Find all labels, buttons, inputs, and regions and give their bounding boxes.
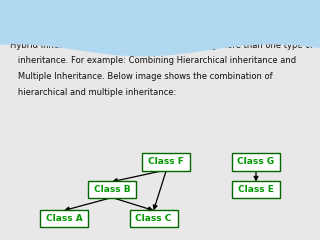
Text: Class B: Class B [94, 185, 130, 194]
Text: Class C: Class C [135, 214, 172, 223]
FancyBboxPatch shape [130, 210, 178, 227]
Text: 5 Hybrid (Virtual) Inheritance:: 5 Hybrid (Virtual) Inheritance: [10, 7, 235, 20]
Text: Class E: Class E [238, 185, 274, 194]
FancyBboxPatch shape [142, 153, 190, 171]
Text: Class G: Class G [237, 157, 275, 167]
FancyBboxPatch shape [88, 181, 136, 198]
Text: hierarchical and multiple inheritance:: hierarchical and multiple inheritance: [10, 88, 176, 96]
FancyBboxPatch shape [232, 153, 280, 171]
Text: Class F: Class F [148, 157, 184, 167]
FancyBboxPatch shape [40, 210, 88, 227]
Text: Multiple Inheritance. Below image shows the combination of: Multiple Inheritance. Below image shows … [10, 72, 272, 81]
Text: Hybrid Inheritance is implemented by combining more than one type of: Hybrid Inheritance is implemented by com… [10, 41, 313, 50]
Text: inheritance. For example: Combining Hierarchical inheritance and: inheritance. For example: Combining Hier… [10, 56, 296, 66]
Text: Class A: Class A [46, 214, 82, 223]
FancyBboxPatch shape [232, 181, 280, 198]
